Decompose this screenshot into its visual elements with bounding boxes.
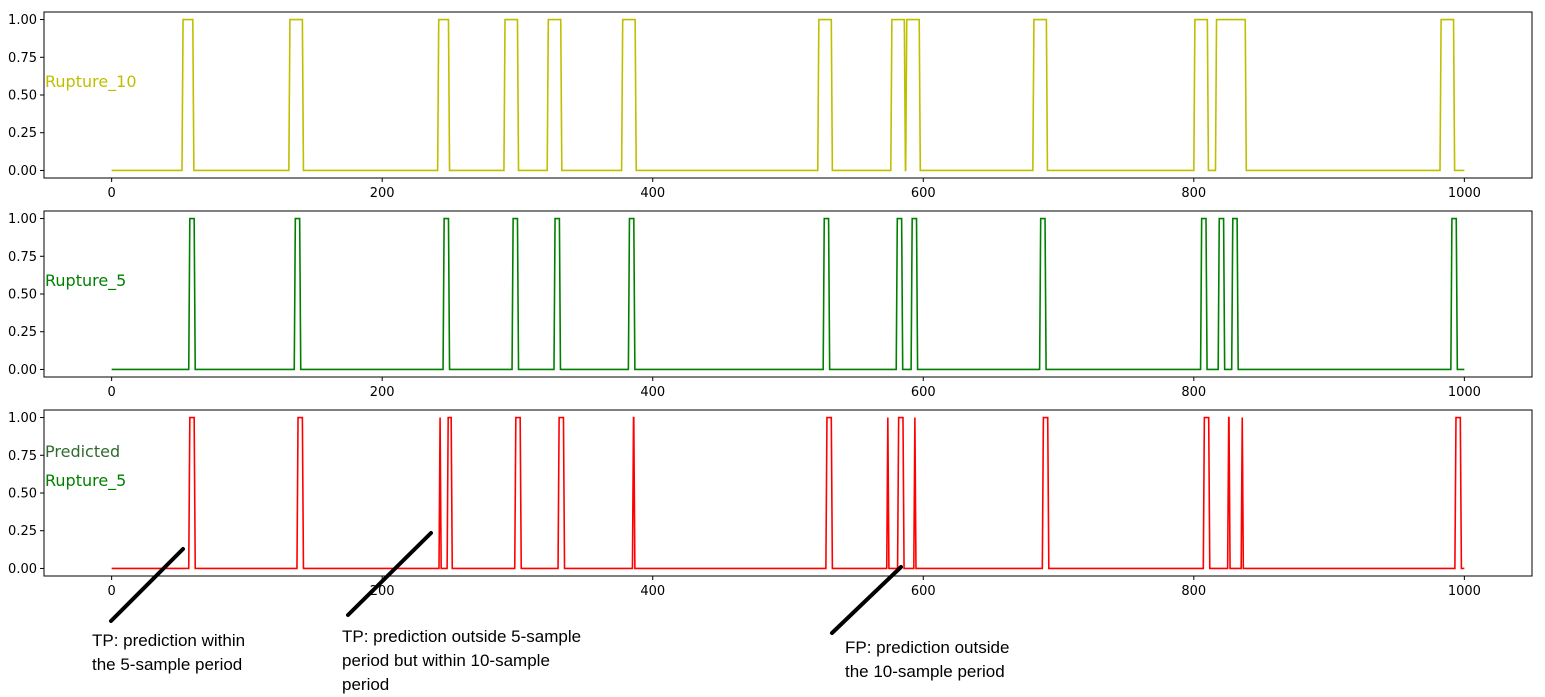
y-tick-label: 1.00 [8, 13, 37, 28]
series-label: Rupture_5 [45, 271, 126, 291]
series-line [111, 18, 1465, 172]
axes-frame [43, 210, 1533, 378]
series-label: Rupture_10 [45, 72, 137, 92]
series-label: Predicted [45, 442, 120, 461]
annotation-arrow-1 [109, 547, 185, 623]
x-tick-label: 400 [640, 584, 665, 599]
axes-frame [43, 409, 1533, 577]
x-tick-label: 1000 [1448, 584, 1481, 599]
x-tick-label: 1000 [1448, 385, 1481, 400]
x-tick-label: 800 [1181, 584, 1206, 599]
x-tick-label: 600 [911, 385, 936, 400]
axes-frame [43, 11, 1533, 179]
x-tick-label: 0 [107, 186, 115, 201]
y-tick-label: 0.50 [8, 288, 37, 303]
x-tick-label: 600 [911, 584, 936, 599]
x-tick-label: 600 [911, 186, 936, 201]
y-tick-label: 1.00 [8, 212, 37, 227]
y-tick-label: 0.75 [8, 51, 37, 66]
x-tick-label: 400 [640, 186, 665, 201]
y-tick-label: 0.75 [8, 449, 37, 464]
y-tick-label: 0.50 [8, 487, 37, 502]
annotation-arrow-2 [346, 531, 433, 617]
y-tick-label: 0.00 [8, 164, 37, 179]
annotation-arrow-3 [830, 565, 903, 635]
chart-panel-2: 0.00 0.25 0.50 0.75 1.00 0 200 400 600 800 1000 Rup… [8, 210, 1533, 400]
x-tick-label: 200 [370, 385, 395, 400]
annotation-text-tp-within-5: TP: prediction within the 5-sample perio… [92, 631, 246, 674]
x-tick-label: 0 [107, 385, 115, 400]
y-tick-label: 0.50 [8, 89, 37, 104]
annotation-text-fp-outside-10: FP: prediction outside the 10-sample per… [845, 638, 1010, 681]
y-tick-label: 1.00 [8, 411, 37, 426]
x-tick-label: 800 [1181, 186, 1206, 201]
x-tick-label: 0 [107, 584, 115, 599]
y-tick-label: 0.25 [8, 325, 37, 340]
chart-panel-1: 0.00 0.25 0.50 0.75 1.00 0 200 400 600 800 1000 Rup… [8, 11, 1533, 201]
x-tick-label: 800 [1181, 385, 1206, 400]
y-tick-label: 0.75 [8, 250, 37, 265]
y-tick-label: 0.00 [8, 363, 37, 378]
annotation-text-tp-within-10: TP: prediction outside 5-sample period b… [342, 627, 582, 694]
x-tick-label: 200 [370, 186, 395, 201]
y-tick-label: 0.00 [8, 562, 37, 577]
x-tick-label: 400 [640, 385, 665, 400]
y-tick-label: 0.25 [8, 524, 37, 539]
series-line [111, 217, 1465, 371]
y-tick-label: 0.25 [8, 126, 37, 141]
series-label: Rupture_5 [45, 471, 126, 491]
chart-panel-3: 0.000.250.500.751.000 200 400 600 800 1000Pre… [8, 409, 1533, 599]
series-line [111, 416, 1465, 570]
x-tick-label: 1000 [1448, 186, 1481, 201]
